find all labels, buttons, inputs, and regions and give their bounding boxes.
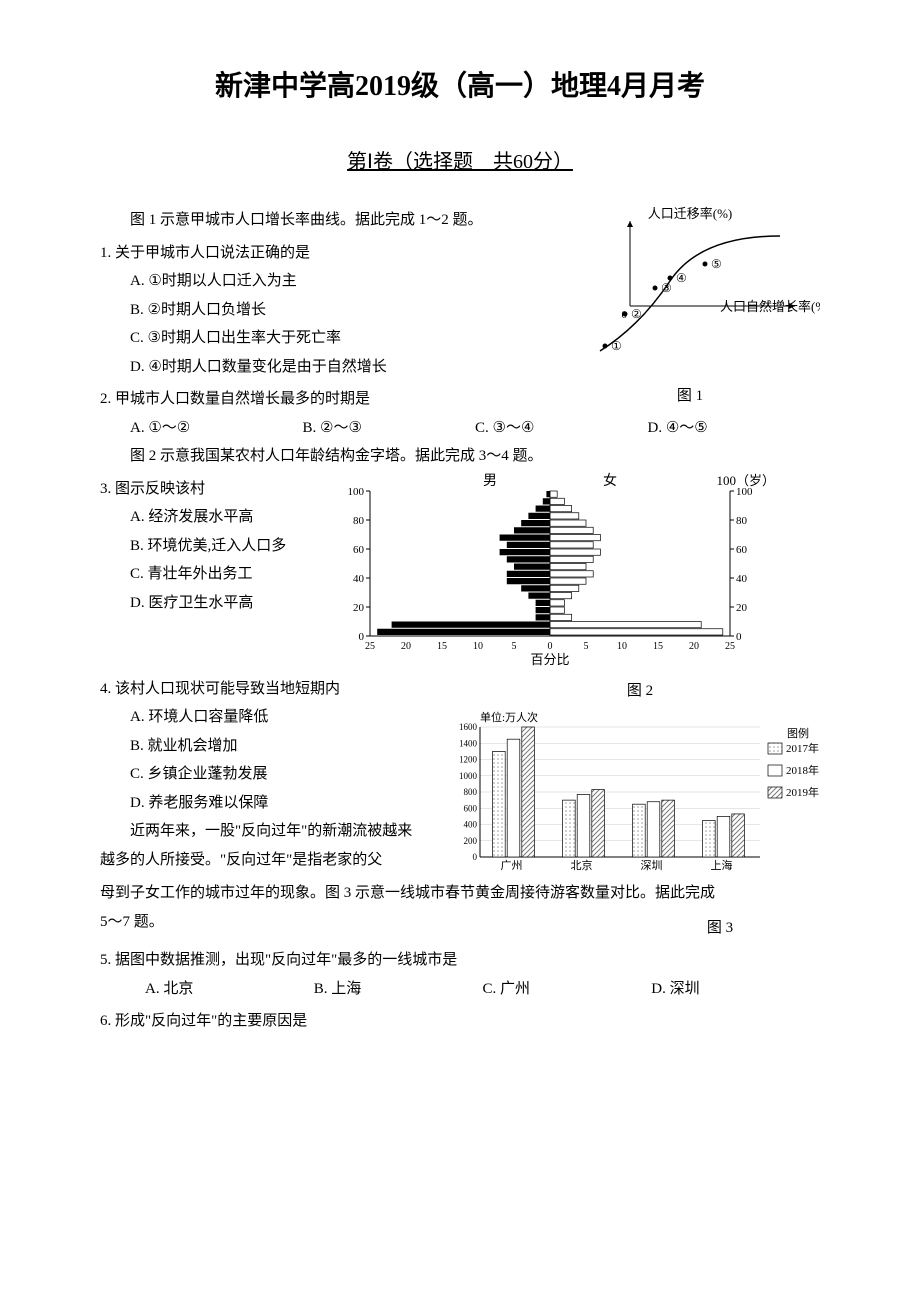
svg-text:80: 80 — [353, 515, 365, 527]
svg-text:15: 15 — [437, 641, 447, 652]
q2-option-b: B. ②～③ — [303, 414, 476, 443]
figure-2: 男女100（岁）00202040406060808010010025201510… — [320, 471, 820, 671]
svg-text:5: 5 — [584, 641, 589, 652]
svg-text:80: 80 — [736, 515, 748, 527]
svg-text:上海: 上海 — [711, 858, 733, 872]
svg-text:25: 25 — [365, 641, 375, 652]
q4-option-b: B. 就业机会增加 — [130, 732, 420, 761]
page-title: 新津中学高2019级（高一）地理4月月考 — [100, 60, 820, 113]
svg-text:图例: 图例 — [787, 726, 809, 740]
svg-text:10: 10 — [473, 641, 483, 652]
svg-text:人口迁移率(%): 人口迁移率(%) — [648, 206, 733, 221]
intro-1: 图 1 示意甲城市人口增长率曲线。据此完成 1～2 题。 — [100, 206, 540, 235]
q4-option-a: A. 环境人口容量降低 — [130, 703, 420, 732]
intro-3c: 5～7 题。 — [100, 908, 620, 943]
q1-option-a: A. ①时期以人口迁入为主 — [130, 267, 540, 296]
svg-text:60: 60 — [736, 544, 748, 556]
svg-text:1400: 1400 — [459, 738, 478, 748]
q5-option-b: B. 上海 — [314, 975, 483, 1004]
intro-2: 图 2 示意我国某农村人口年龄结构金字塔。据此完成 3～4 题。 — [100, 442, 820, 471]
q1-option-c: C. ③时期人口出生率大于死亡率 — [130, 324, 540, 353]
svg-text:25: 25 — [725, 641, 735, 652]
q4-option-d: D. 养老服务难以保障 — [130, 789, 420, 818]
svg-text:2017年: 2017年 — [786, 741, 819, 755]
svg-text:广州: 广州 — [501, 859, 523, 872]
svg-text:女: 女 — [603, 472, 617, 489]
q1-option-b: B. ②时期人口负增长 — [130, 296, 540, 325]
svg-text:40: 40 — [736, 573, 748, 585]
svg-text:100: 100 — [348, 486, 365, 498]
q3-stem: 3. 图示反映该村 — [100, 475, 300, 504]
svg-text:20: 20 — [401, 641, 411, 652]
svg-text:800: 800 — [464, 787, 478, 797]
svg-text:15: 15 — [653, 641, 663, 652]
svg-text:5: 5 — [512, 641, 517, 652]
svg-text:1600: 1600 — [459, 722, 478, 732]
svg-text:男: 男 — [483, 474, 497, 489]
fig3-label: 图 3 — [620, 914, 820, 943]
svg-text:10: 10 — [617, 641, 627, 652]
svg-text:0: 0 — [473, 852, 478, 862]
q3-option-d: D. 医疗卫生水平高 — [130, 589, 300, 618]
svg-text:400: 400 — [464, 820, 478, 830]
svg-text:百分比: 百分比 — [530, 652, 569, 667]
svg-text:②: ② — [631, 307, 642, 321]
svg-text:2019年: 2019年 — [786, 785, 819, 799]
q5-stem: 5. 据图中数据推测，出现"反向过年"最多的一线城市是 — [100, 946, 820, 975]
svg-text:0: 0 — [548, 641, 553, 652]
svg-text:60: 60 — [353, 544, 365, 556]
section-subtitle: 第Ⅰ卷（选择题 共60分） — [100, 143, 820, 181]
q2-option-c: C. ③～④ — [475, 414, 648, 443]
q5-option-d: D. 深圳 — [651, 975, 820, 1004]
q2-option-d: D. ④～⑤ — [648, 414, 821, 443]
q5-option-c: C. 广州 — [483, 975, 652, 1004]
figure-1: 0人口迁移率(%)人口自然增长率(%)①②③④⑤ 图 1 — [560, 206, 820, 411]
intro-3a: 近两年来，一股"反向过年"的新潮流被越来越多的人所接受。"反向过年"是指老家的父 — [100, 817, 420, 874]
svg-text:③: ③ — [661, 281, 672, 295]
svg-text:北京: 北京 — [571, 858, 593, 872]
svg-text:20: 20 — [353, 602, 365, 614]
svg-text:20: 20 — [736, 602, 748, 614]
q3-option-a: A. 经济发展水平高 — [130, 503, 300, 532]
q4-stem: 4. 该村人口现状可能导致当地短期内 — [100, 675, 420, 704]
svg-text:1200: 1200 — [459, 755, 478, 765]
q6-stem: 6. 形成"反向过年"的主要原因是 — [100, 1007, 820, 1036]
figure-2-label-and-3: 图 2 单位:万人次 0 200 400 600 800 1000 1200 1400 1600 广… — [440, 671, 840, 880]
q4-option-c: C. 乡镇企业蓬勃发展 — [130, 760, 420, 789]
svg-text:20: 20 — [689, 641, 699, 652]
q5-option-a: A. 北京 — [145, 975, 314, 1004]
svg-text:1000: 1000 — [459, 771, 478, 781]
q2-option-a: A. ①～② — [130, 414, 303, 443]
svg-text:40: 40 — [353, 573, 365, 585]
svg-text:600: 600 — [464, 803, 478, 813]
svg-text:200: 200 — [464, 836, 478, 846]
q2-stem: 2. 甲城市人口数量自然增长最多的时期是 — [100, 385, 540, 414]
q3-option-c: C. 青壮年外出务工 — [130, 560, 300, 589]
fig1-label: 图 1 — [560, 382, 820, 411]
svg-text:深圳: 深圳 — [641, 859, 663, 872]
svg-text:2018年: 2018年 — [786, 763, 819, 777]
svg-text:①: ① — [611, 339, 622, 353]
intro-3b: 母到子女工作的城市过年的现象。图 3 示意一线城市春节黄金周接待游客数量对比。据… — [100, 879, 820, 908]
svg-text:0: 0 — [736, 631, 742, 643]
fig2-label: 图 2 — [440, 677, 840, 706]
svg-text:单位:万人次: 单位:万人次 — [480, 710, 538, 724]
svg-text:⑤: ⑤ — [711, 257, 722, 271]
q3-option-b: B. 环境优美,迁入人口多 — [130, 532, 300, 561]
q1-option-d: D. ④时期人口数量变化是由于自然增长 — [130, 353, 540, 382]
svg-text:0: 0 — [359, 631, 365, 643]
q2-options: A. ①～② B. ②～③ C. ③～④ D. ④～⑤ — [130, 414, 820, 443]
svg-text:人口自然增长率(%): 人口自然增长率(%) — [720, 299, 820, 314]
svg-text:100: 100 — [736, 486, 753, 498]
q1-stem: 1. 关于甲城市人口说法正确的是 — [100, 239, 540, 268]
q5-options: A. 北京 B. 上海 C. 广州 D. 深圳 — [145, 975, 820, 1004]
svg-text:④: ④ — [676, 271, 687, 285]
